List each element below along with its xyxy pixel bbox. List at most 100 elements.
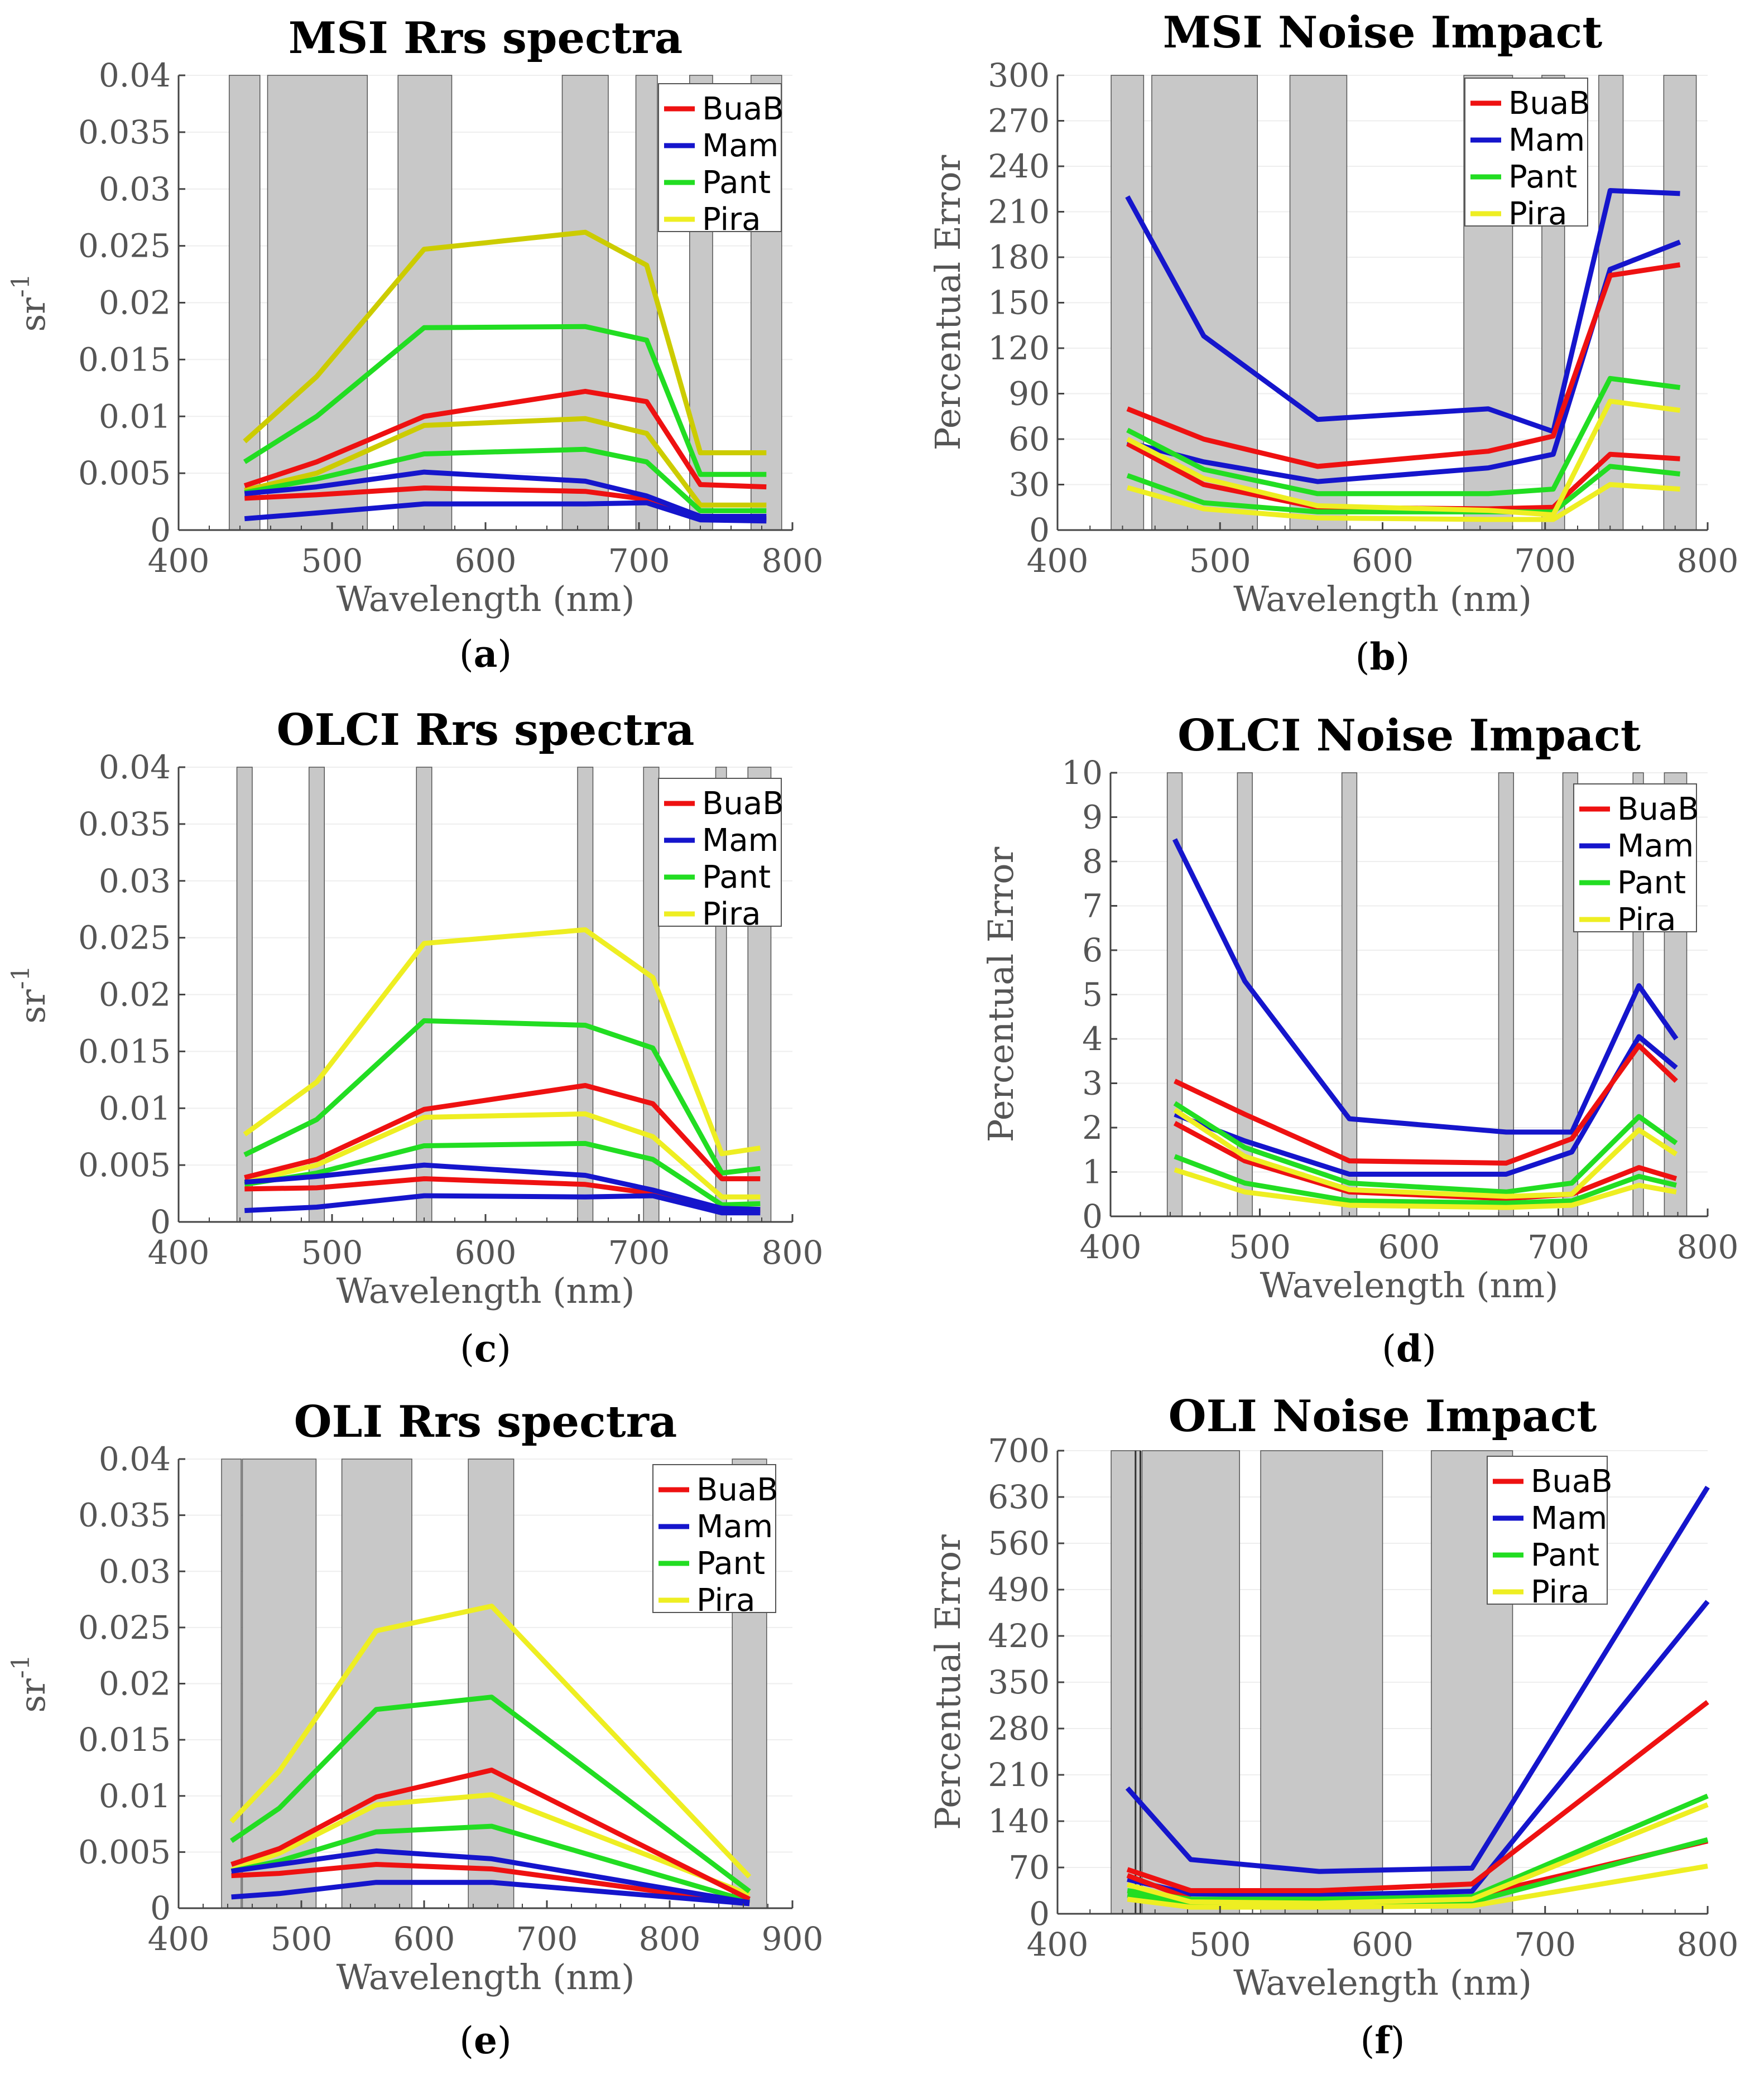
x-tick-label: 700 [1514, 1925, 1576, 1963]
legend-label-buab: BuaB [1508, 85, 1590, 122]
y-tick-label: 90 [1008, 375, 1050, 413]
caption-open-paren: ( [1361, 2019, 1375, 2062]
legend-label-buab: BuaB [1617, 791, 1699, 827]
spectral-band [229, 75, 261, 531]
x-tick-label: 500 [271, 1920, 333, 1958]
series-line-pant [243, 1018, 761, 1176]
spectral-band [577, 767, 594, 1222]
chart-title: OLI Noise Impact [1169, 1391, 1597, 1442]
y-tick-label: 7 [1082, 887, 1103, 925]
spectral-band [643, 767, 660, 1222]
y-tick-label: 1 [1082, 1153, 1103, 1191]
x-axis-label: Wavelength (nm) [1233, 579, 1532, 619]
series-line-mam [1125, 188, 1680, 434]
y-tick-label: 0.035 [78, 1496, 171, 1534]
legend-label-mam: Mam [702, 822, 778, 859]
caption-letter: b [1369, 635, 1395, 678]
x-axis-label: Wavelength (nm) [337, 1957, 635, 1997]
series-line-mam [230, 1848, 750, 1905]
y-axis-label-superscript: -1 [7, 1654, 35, 1678]
x-tick-label: 800 [1677, 542, 1739, 580]
spectral-band [267, 75, 368, 531]
series-line-buab [1174, 1043, 1678, 1166]
panel-c: 0 0.005 0.01 0.015 0.02 0.025 0.03 0.035 0.04 400… [7, 705, 823, 1370]
y-axis-label-superscript: -1 [7, 273, 35, 297]
x-tick-label: 400 [148, 542, 210, 580]
caption-letter: a [474, 632, 498, 676]
y-tick-label: 0.02 [99, 976, 171, 1014]
x-tick-label: 400 [1027, 542, 1089, 580]
x-tick-label: 700 [608, 542, 670, 580]
y-tick-label: 140 [988, 1802, 1050, 1840]
y-tick-label: 8 [1082, 843, 1103, 880]
y-tick-label: 270 [988, 102, 1050, 140]
y-tick-label: 0 [150, 511, 171, 549]
legend-label-mam: Mam [1617, 828, 1694, 864]
spectral-band [561, 75, 609, 531]
x-tick-label: 600 [393, 1920, 455, 1958]
x-tick-label: 400 [148, 1234, 210, 1272]
y-tick-label: 490 [988, 1571, 1050, 1609]
y-tick-label: 0.04 [99, 56, 171, 94]
series-line-pant [243, 324, 767, 477]
x-tick-label: 900 [762, 1920, 824, 1958]
legend-label-mam: Mam [1508, 122, 1585, 158]
chart-title: OLI Rrs spectra [294, 1397, 677, 1447]
y-tick-label: 180 [988, 238, 1050, 276]
series-line-pira [244, 1111, 761, 1200]
series-line-pant [244, 1140, 761, 1207]
y-tick-label: 2 [1082, 1109, 1103, 1147]
y-axis-label-text: Percentual Error [980, 846, 1021, 1142]
x-tick-label: 400 [1080, 1228, 1142, 1266]
x-tick-label: 400 [1027, 1925, 1089, 1963]
x-tick-label: 800 [1677, 1228, 1739, 1266]
y-tick-label: 0.02 [99, 284, 171, 322]
y-tick-label: 0.015 [78, 1032, 171, 1070]
y-tick-label: 3 [1082, 1065, 1103, 1103]
panel-e: 0 0.005 0.01 0.015 0.02 0.025 0.03 0.035 0.04 400… [7, 1397, 823, 2062]
x-tick-label: 700 [516, 1920, 578, 1958]
y-tick-label: 0 [1029, 511, 1050, 549]
x-tick-label: 600 [1352, 542, 1414, 580]
y-tick-label: 0.01 [99, 397, 171, 435]
y-axis-label-group: sr-1 [7, 1654, 53, 1712]
x-tick-label: 600 [1352, 1925, 1414, 1963]
series-line-pant [230, 1695, 751, 1894]
y-axis-label: sr-1 [7, 1654, 53, 1712]
series-line-pant [1126, 376, 1681, 497]
caption-close-paren: ) [1396, 636, 1410, 678]
y-tick-label: 4 [1082, 1020, 1103, 1058]
y-axis-label-group: Percentual Error [927, 155, 968, 450]
y-tick-label: 0 [1082, 1197, 1103, 1235]
caption-letter: e [474, 2019, 497, 2062]
caption-letter: c [474, 1327, 497, 1370]
x-tick-label: 500 [301, 542, 363, 580]
x-tick-label: 600 [1378, 1228, 1440, 1266]
y-axis-label-superscript: -1 [7, 965, 35, 989]
y-tick-label: 30 [1008, 466, 1050, 504]
y-axis-label-group: Percentual Error [927, 1534, 968, 1830]
y-axis-label-text: sr [12, 989, 53, 1024]
y-tick-label: 0.005 [78, 1146, 171, 1184]
y-tick-label: 700 [988, 1432, 1050, 1470]
y-tick-label: 0.01 [99, 1777, 171, 1815]
legend-label-pant: Pant [1617, 865, 1686, 901]
panel-d: 0 1 2 3 4 5 6 7 8 9 10 400 500 600 700 800 OLCI Noise Im… [980, 710, 1738, 1370]
y-axis-label: sr-1 [7, 965, 53, 1023]
y-tick-label: 280 [988, 1710, 1050, 1748]
y-tick-label: 0 [150, 1889, 171, 1927]
x-tick-label: 800 [762, 1234, 824, 1272]
panel-caption: (b) [1356, 635, 1410, 678]
y-tick-label: 0 [150, 1203, 171, 1241]
x-tick-label: 600 [455, 1234, 517, 1272]
y-tick-label: 70 [1008, 1849, 1050, 1886]
legend-label-pira: Pira [702, 201, 761, 238]
panel-b: 0 30 60 90 120 150 180 210 240 270 300 400 500 600 700… [927, 7, 1738, 678]
legend-label-pant: Pant [696, 1546, 765, 1582]
series-line-pira [229, 1604, 752, 1879]
spectral-band [221, 1458, 242, 1909]
x-tick-label: 700 [608, 1234, 670, 1272]
y-axis-label-group: sr-1 [7, 273, 53, 331]
